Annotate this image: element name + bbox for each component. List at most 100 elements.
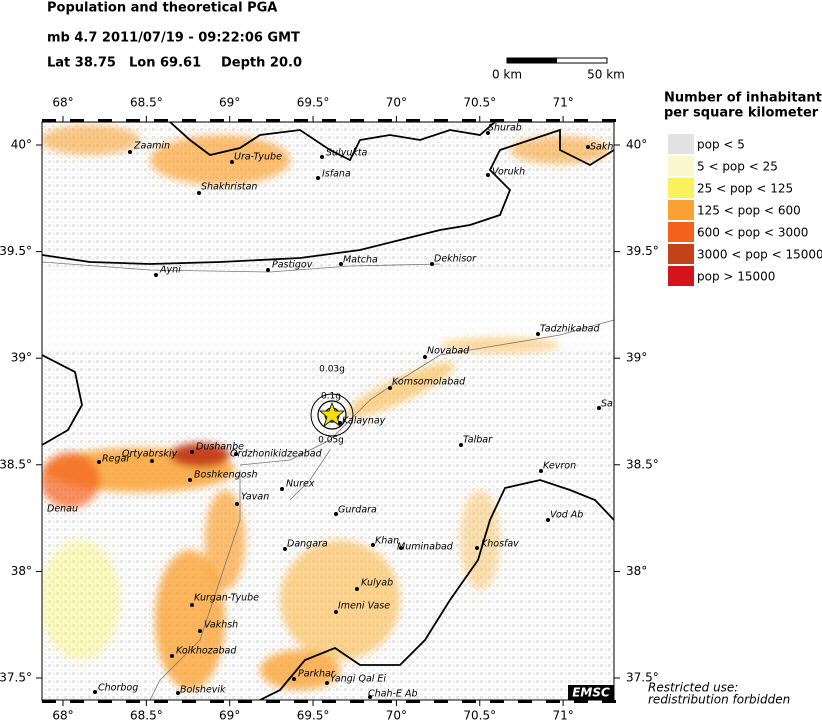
frame-band	[350, 119, 364, 122]
city-dot	[486, 131, 490, 135]
city-dot	[170, 654, 174, 658]
frame-band	[98, 119, 112, 122]
lat: Lat 38.75	[47, 56, 116, 71]
event-info: mb 4.7 2011/07/19 - 09:22:06 GMT	[47, 31, 300, 46]
lon-tick-label: 68.5°	[130, 96, 163, 110]
frame-band	[378, 119, 392, 122]
city-dot	[475, 546, 479, 550]
pga-label: 0.03g	[319, 365, 345, 375]
frame-band	[70, 119, 84, 122]
city-dot	[586, 145, 590, 149]
frame-band	[42, 700, 56, 703]
city-dot	[283, 547, 287, 551]
city-label: Dekhisor	[434, 254, 477, 265]
frame-band	[434, 119, 448, 122]
city-label: Nurex	[286, 479, 315, 490]
borders	[42, 122, 614, 700]
city-dot	[150, 459, 154, 463]
legend-swatch	[668, 244, 694, 264]
city-label: Novabad	[427, 346, 470, 357]
lon-tick-label: 69.5°	[297, 709, 330, 721]
frame-band	[406, 700, 420, 703]
city-dot	[339, 262, 343, 266]
lat-tick-label: 39.5°	[626, 244, 659, 258]
legend-swatch	[668, 156, 694, 176]
scale-bar	[506, 57, 608, 64]
city-dot	[154, 273, 158, 277]
city-dot	[280, 487, 284, 491]
frame-band	[238, 119, 252, 122]
legend-title: per square kilometer	[664, 106, 819, 121]
city-dot	[320, 155, 324, 159]
frame-band	[126, 700, 140, 703]
frame-band	[322, 119, 336, 122]
legend-label: 600 < pop < 3000	[697, 226, 808, 240]
city-label: Shurab	[488, 123, 522, 134]
scale-label: 50 km	[587, 68, 625, 82]
city-dot	[93, 690, 97, 694]
frame-band	[126, 119, 140, 122]
city-label: Ayni	[159, 265, 181, 276]
lat-tick-label: 38.5°	[0, 457, 32, 471]
title: Population and theoretical PGA	[47, 1, 277, 16]
frame-band	[182, 119, 196, 122]
legend-label: pop < 5	[697, 138, 745, 152]
city-dot	[190, 450, 194, 454]
frame-band	[574, 700, 588, 703]
city-label: Kalaynay	[342, 416, 386, 427]
city-dot	[197, 191, 201, 195]
city-dot	[459, 443, 463, 447]
lat-tick-label: 38°	[626, 564, 647, 578]
frame-band	[602, 700, 616, 703]
note: Restricted use:	[648, 681, 738, 695]
frame-band	[406, 119, 420, 122]
city-label: Imeni Vase	[338, 601, 390, 612]
city-label: Komsomolabad	[392, 377, 466, 388]
city-label: Kevron	[543, 461, 576, 472]
city-dot	[536, 332, 540, 336]
city-label: Chorbog	[98, 683, 138, 694]
legend-swatch	[668, 200, 694, 220]
city-label: Sakh	[590, 142, 613, 153]
depth: Depth 20.0	[221, 56, 302, 71]
city-dot	[128, 150, 132, 154]
lon-tick-label: 68°	[52, 96, 73, 110]
city-dot	[423, 355, 427, 359]
frame-band	[490, 119, 504, 122]
city-label: Pastigov	[272, 260, 313, 271]
frame-band	[350, 700, 364, 703]
lon-tick-label: 70°	[386, 96, 407, 110]
city-label: Kurgan-Tyube	[194, 593, 259, 604]
city-label: Dushanbe	[196, 442, 244, 453]
city-label: Vakhsh	[204, 620, 238, 631]
city-dot	[97, 460, 101, 464]
city-label: Khan	[375, 536, 399, 547]
city-label: Regar	[102, 454, 131, 465]
frame-band	[70, 700, 84, 703]
city-label: Vorukh	[492, 167, 525, 178]
frame-band	[434, 700, 448, 703]
population-areas	[42, 125, 610, 690]
frame-band	[98, 700, 112, 703]
city-label: Parkhar	[298, 669, 336, 680]
note: redistribution forbidden	[648, 693, 790, 707]
frame-band	[154, 119, 168, 122]
lon-tick-label: 70.5°	[463, 709, 496, 721]
city-label: Shakhristan	[201, 182, 257, 193]
pga-label: 0.05g	[318, 436, 344, 446]
city-dot	[334, 512, 338, 516]
frame-band	[210, 119, 224, 122]
legend-label: pop > 15000	[697, 270, 775, 284]
frame-band	[294, 119, 308, 122]
pga-circles	[310, 393, 354, 437]
city-dot	[486, 173, 490, 177]
city-label: Talbar	[463, 435, 493, 446]
frame-band	[322, 700, 336, 703]
city-label: Muminabad	[397, 542, 454, 553]
city-label: Ordzhonikidzeabad	[230, 449, 323, 460]
lon-tick-label: 68.5°	[130, 709, 163, 721]
frame-band	[546, 119, 560, 122]
lon-tick-label: 71°	[552, 96, 573, 110]
lat-tick-label: 37.5°	[626, 671, 659, 685]
frame-band	[266, 119, 280, 122]
